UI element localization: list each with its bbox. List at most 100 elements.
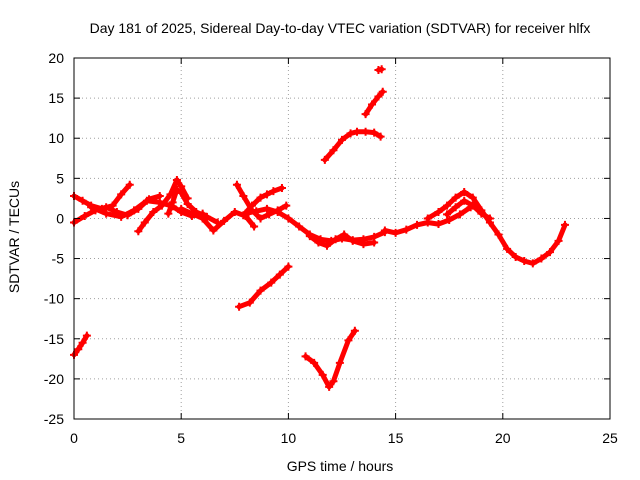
data-point <box>361 110 370 119</box>
data-point <box>256 193 265 202</box>
data-point <box>301 352 310 361</box>
data-point <box>511 252 520 261</box>
data-point <box>117 190 126 199</box>
series-trace <box>71 333 90 358</box>
data-point <box>209 226 218 235</box>
data-point <box>445 216 454 225</box>
data-point <box>102 209 111 218</box>
chart-title: Day 181 of 2025, Sidereal Day-to-day VTE… <box>90 20 591 36</box>
data-point <box>402 225 411 234</box>
data-point <box>560 220 569 229</box>
plot-frame <box>73 57 611 420</box>
data-point <box>520 256 529 265</box>
series-trace <box>425 189 568 266</box>
series-trace <box>236 264 291 310</box>
data-points <box>70 65 569 391</box>
data-point <box>125 180 134 189</box>
data-point <box>134 227 143 236</box>
data-point <box>377 65 386 74</box>
series-arc-12 <box>305 230 379 250</box>
data-point <box>391 228 400 237</box>
data-point <box>235 302 244 311</box>
data-point <box>177 204 186 213</box>
data-point <box>554 236 563 245</box>
data-point <box>423 214 432 223</box>
data-point <box>434 208 443 217</box>
data-point <box>320 155 329 164</box>
data-point <box>172 175 181 184</box>
data-point <box>305 232 314 241</box>
y-tick-label: -5 <box>52 251 65 267</box>
series-arc-14 <box>320 127 385 164</box>
data-point <box>545 248 554 257</box>
data-point <box>455 210 464 219</box>
y-tick-label: -10 <box>44 291 64 307</box>
data-point <box>78 338 87 347</box>
data-point <box>350 326 359 335</box>
data-point <box>187 209 196 218</box>
data-point <box>117 212 126 221</box>
data-point <box>284 214 293 223</box>
y-axis-label: SDTVAR / TECUs <box>6 181 22 293</box>
data-point <box>335 358 344 367</box>
y-tick-label: 5 <box>56 170 64 186</box>
x-tick-label: 0 <box>70 430 78 446</box>
data-point <box>468 201 477 210</box>
data-point <box>485 214 494 223</box>
data-point <box>149 208 158 217</box>
data-point <box>451 203 460 212</box>
data-point <box>338 135 346 144</box>
data-point <box>164 209 173 218</box>
series-trace <box>322 129 384 163</box>
data-point <box>468 193 477 202</box>
data-point <box>344 336 353 345</box>
data-point <box>177 188 186 197</box>
data-point <box>378 87 387 96</box>
data-point <box>314 238 323 247</box>
data-point <box>74 345 83 354</box>
data-point <box>220 216 229 225</box>
x-tick-label: 10 <box>281 430 297 446</box>
data-point <box>157 201 166 210</box>
data-point <box>78 196 87 205</box>
series-arc-15 <box>361 87 387 119</box>
data-point <box>528 259 537 268</box>
series-arc-11 <box>241 204 389 245</box>
data-point <box>359 240 368 249</box>
data-point <box>374 92 383 101</box>
data-point <box>245 298 254 307</box>
data-point <box>168 198 177 207</box>
data-point <box>247 201 256 210</box>
y-tick-label: -15 <box>44 331 64 347</box>
data-point <box>361 127 370 136</box>
data-point <box>142 196 151 205</box>
data-point <box>434 220 443 229</box>
data-point <box>460 196 469 205</box>
data-point <box>413 220 422 229</box>
data-point <box>340 230 349 239</box>
y-tick-label: 20 <box>48 50 64 66</box>
series-trace <box>88 198 206 220</box>
series-arc-19 <box>443 196 494 223</box>
data-point <box>348 236 357 245</box>
data-point <box>310 358 319 367</box>
x-tick-label: 25 <box>602 430 618 446</box>
data-point <box>331 235 340 244</box>
data-point <box>494 230 503 239</box>
axis-ticks: 0 5 10 15 20 25 20 15 10 5 0 -5 -10 -15 -20 -25 <box>44 50 618 446</box>
data-point <box>241 209 250 218</box>
data-point <box>239 191 248 200</box>
data-point <box>87 203 96 212</box>
data-point <box>277 183 286 192</box>
data-point <box>183 200 192 209</box>
y-tick-label: -20 <box>44 371 64 387</box>
data-point <box>318 370 327 379</box>
y-tick-label: 10 <box>48 130 64 146</box>
data-point <box>380 226 389 235</box>
y-tick-label: -25 <box>44 411 64 427</box>
data-point <box>275 270 284 279</box>
data-point <box>325 382 334 391</box>
data-point <box>282 201 291 210</box>
data-point <box>370 128 379 137</box>
